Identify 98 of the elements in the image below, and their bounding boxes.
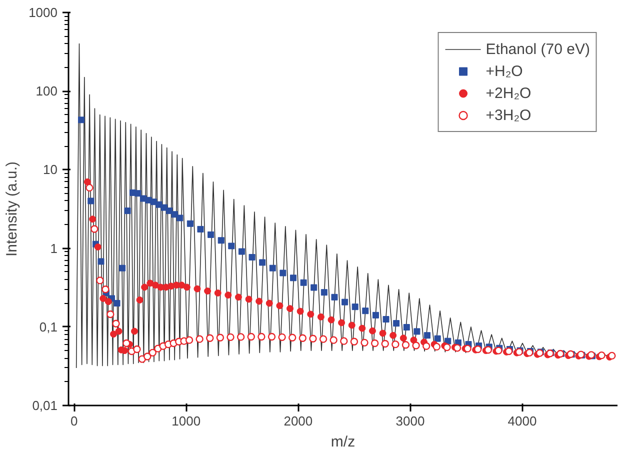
point (278, 333, 286, 342)
point (247, 332, 255, 341)
point (422, 342, 430, 350)
point (124, 208, 131, 214)
point (309, 334, 317, 342)
point (382, 316, 390, 323)
x-tick-label: 4000 (508, 414, 537, 428)
point (134, 190, 142, 197)
y-tick-label: 0,01 (32, 398, 58, 413)
point (196, 335, 204, 343)
point (119, 264, 126, 272)
point (218, 237, 224, 244)
point (166, 208, 173, 214)
point (434, 335, 441, 342)
point (330, 336, 338, 344)
point (432, 342, 441, 351)
legend-label: +H₂O (486, 62, 523, 80)
x-tick-label: 1000 (172, 414, 201, 428)
point (185, 336, 194, 344)
point (393, 320, 400, 327)
point (160, 204, 168, 211)
point (258, 332, 266, 341)
point (403, 324, 410, 330)
point (156, 201, 162, 208)
point (208, 231, 214, 238)
y-tick-label: 1000 (28, 5, 58, 20)
point (133, 345, 141, 354)
y-axis-title: Intensity (a.u.) (4, 161, 21, 257)
y-tick-label: 0,1 (39, 319, 58, 334)
point (259, 259, 266, 266)
point (320, 289, 328, 296)
point (197, 226, 204, 232)
point (381, 340, 389, 348)
point (171, 211, 178, 218)
point (424, 332, 431, 339)
point (608, 352, 616, 360)
point (216, 334, 224, 342)
point (370, 339, 379, 348)
point (414, 328, 420, 335)
point (298, 334, 307, 342)
x-tick-label: 2000 (284, 414, 313, 428)
point (238, 248, 245, 255)
point (122, 339, 130, 348)
point (106, 310, 114, 318)
x-tick-label: 3000 (396, 414, 425, 428)
point (248, 254, 256, 260)
point (236, 333, 245, 341)
legend-label: +2H₂O (486, 84, 532, 102)
point (90, 225, 98, 233)
point (144, 352, 152, 360)
y-tick-label: 1 (50, 240, 58, 256)
x-tick-label: 0 (70, 414, 78, 428)
point (300, 279, 307, 286)
point (598, 351, 606, 360)
x-axis-title: m/z (330, 434, 356, 450)
legend-label: +3H₂O (486, 106, 532, 124)
point (288, 334, 296, 342)
point (526, 348, 534, 357)
point (148, 348, 156, 357)
point (96, 276, 104, 284)
point (402, 341, 410, 349)
point (98, 258, 104, 265)
point (392, 340, 400, 348)
point (362, 308, 369, 314)
point (290, 274, 297, 282)
point (342, 298, 348, 306)
point (268, 332, 276, 341)
point (319, 335, 328, 343)
point (226, 333, 234, 342)
point (350, 338, 358, 346)
point (88, 198, 94, 204)
point (78, 116, 85, 124)
point (176, 214, 184, 222)
point (269, 264, 276, 272)
point (412, 342, 420, 350)
point (443, 343, 451, 352)
point (340, 337, 348, 345)
point (464, 344, 472, 352)
point (372, 312, 379, 318)
point (86, 184, 94, 192)
point (331, 294, 338, 300)
point (186, 220, 194, 227)
y-tick-label: 10 (43, 162, 58, 178)
y-tick-label: 100 (36, 84, 58, 99)
point (280, 270, 286, 276)
point (494, 346, 502, 354)
legend-label: Ethanol (70 eV) (486, 40, 590, 58)
point (352, 304, 358, 310)
point (206, 334, 214, 342)
point (360, 338, 368, 347)
point (484, 346, 492, 354)
point (114, 300, 120, 306)
point (474, 345, 482, 354)
point (310, 284, 318, 291)
point (112, 320, 120, 328)
point (102, 286, 110, 294)
point (228, 242, 235, 250)
point (140, 195, 146, 202)
